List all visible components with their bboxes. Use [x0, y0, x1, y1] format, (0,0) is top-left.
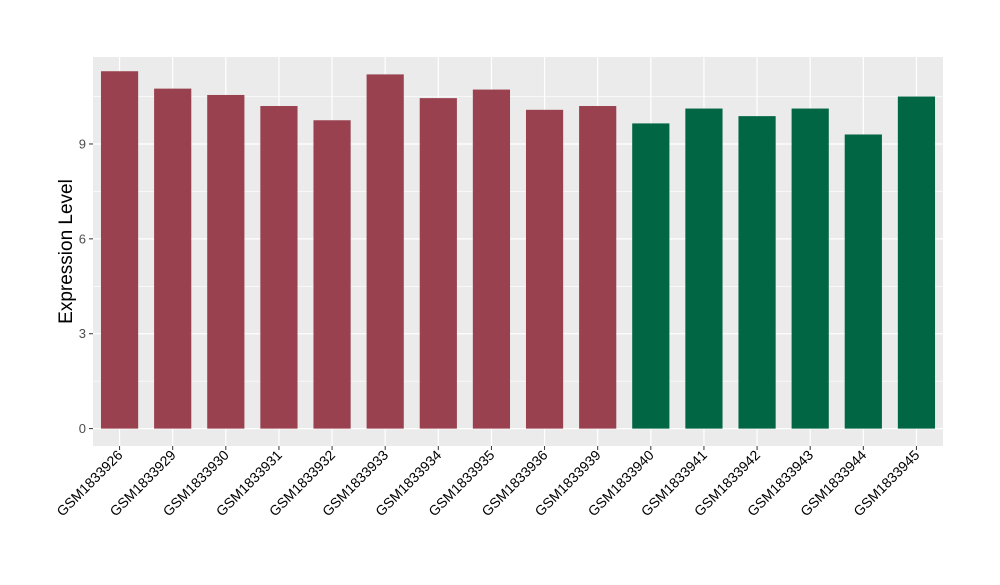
bars-group — [100, 71, 936, 429]
bar-GSM1833942 — [738, 116, 776, 429]
y-axis: 0 3 6 9 — [79, 136, 93, 436]
bar-GSM1833935 — [472, 89, 511, 429]
bar-GSM1833941 — [685, 108, 723, 429]
bar-GSM1833939 — [579, 106, 617, 429]
bar-GSM1833943 — [791, 108, 829, 429]
y-tick-label: 6 — [79, 231, 86, 246]
bar-GSM1833934 — [419, 98, 457, 429]
bar-GSM1833944 — [844, 134, 882, 429]
bar-GSM1833930 — [207, 94, 245, 429]
y-tick-label: 0 — [79, 421, 86, 436]
bar-GSM1833936 — [525, 109, 564, 429]
y-axis-title: Expression Level — [56, 179, 77, 324]
bar-GSM1833933 — [366, 74, 404, 429]
bar-GSM1833932 — [313, 120, 351, 429]
bar-GSM1833940 — [632, 123, 670, 429]
x-axis: GSM1833926GSM1833929GSM1833930GSM1833931… — [53, 446, 923, 519]
bar-GSM1833945 — [897, 96, 936, 429]
bar-GSM1833931 — [260, 106, 298, 429]
y-tick-label: 3 — [79, 326, 86, 341]
y-tick-label: 9 — [79, 136, 86, 151]
bar-GSM1833926 — [100, 71, 139, 429]
bar-GSM1833929 — [154, 88, 192, 429]
